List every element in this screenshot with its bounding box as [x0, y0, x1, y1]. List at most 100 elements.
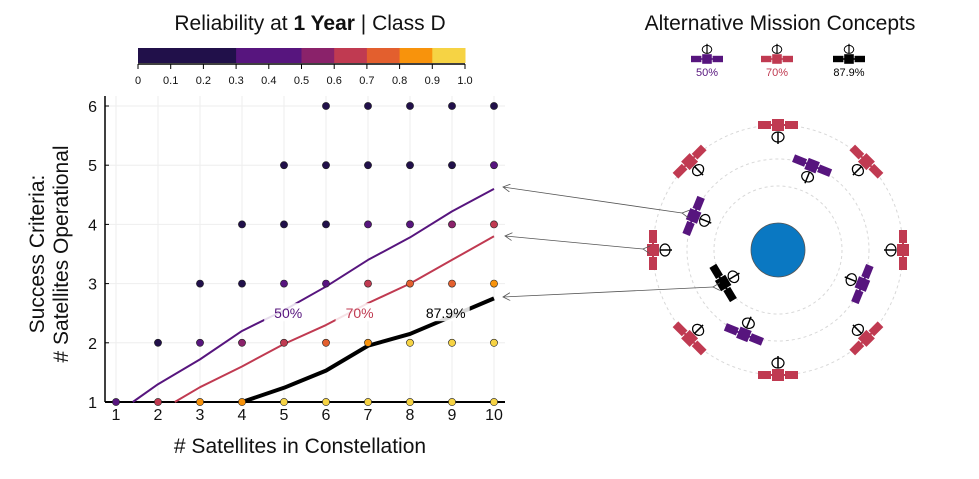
solar-panel-left: [851, 289, 864, 305]
solar-panel-left: [868, 163, 884, 179]
satellite-bus: [844, 54, 854, 64]
contour-label-bg: [264, 303, 313, 322]
satellite: [849, 321, 884, 356]
data-point: [364, 398, 372, 406]
antenna-mast: [745, 316, 752, 329]
satellite-bus: [854, 276, 871, 292]
satellite-bus: [857, 153, 875, 171]
solar-panel-left: [849, 340, 865, 356]
data-point: [448, 398, 456, 406]
x-tick-label: 10: [485, 407, 503, 424]
satellite: [647, 230, 672, 270]
x-tick-label: 2: [154, 407, 163, 424]
data-point: [322, 338, 330, 347]
legend-satellite-icon: [691, 43, 723, 64]
x-axis-label: # Satellites in Constellation: [174, 435, 426, 458]
x-tick-label: 4: [238, 407, 247, 424]
solar-panel-right: [758, 121, 771, 129]
data-point: [280, 161, 288, 170]
satellite-bus: [772, 54, 782, 64]
data-point: [280, 398, 288, 406]
contour-label-bg: [335, 303, 384, 322]
y-tick-label: 3: [88, 277, 97, 294]
x-tick-label: 6: [322, 407, 331, 424]
data-point: [280, 220, 288, 229]
contour-label: 70%: [346, 305, 374, 321]
solar-panel-left: [785, 121, 798, 129]
solar-panel-right: [712, 55, 723, 63]
connector-arrow: [503, 287, 713, 297]
data-point: [406, 398, 414, 406]
satellite-bus: [685, 208, 702, 224]
solar-panel-left: [692, 195, 705, 211]
colorbar-tick-label: 0.3: [228, 75, 243, 87]
data-point: [364, 161, 372, 170]
y-tick-label: 2: [88, 336, 97, 353]
colorbar-tick-label: 0.7: [359, 75, 374, 87]
data-point: [322, 161, 330, 170]
solar-panel-left: [758, 371, 771, 379]
data-point: [448, 279, 456, 288]
satellite-bus: [647, 244, 659, 256]
data-point: [490, 338, 498, 347]
data-point: [490, 279, 498, 288]
contour-line: [132, 187, 495, 403]
solar-panel-right: [748, 333, 764, 346]
contour-label: 50%: [274, 305, 302, 321]
colorbar-band: [432, 48, 466, 63]
legend-label: 50%: [696, 67, 718, 79]
data-point: [490, 102, 498, 110]
solar-panel-right: [782, 55, 793, 63]
data-point: [238, 338, 246, 347]
data-point: [406, 220, 414, 229]
solar-panel-right: [861, 264, 874, 280]
solar-panel-left: [691, 144, 707, 160]
solar-panel-left: [709, 263, 723, 280]
diagram-title: Alternative Mission Concepts: [645, 12, 916, 35]
colorbar-band: [236, 48, 302, 63]
satellite: [672, 321, 707, 356]
satellite: [758, 356, 798, 381]
x-tick-label: 1: [112, 407, 121, 424]
solar-panel-right: [785, 371, 798, 379]
data-point: [280, 279, 288, 288]
y-axis-label: Success Criteria: # Satellites Operationa…: [26, 145, 73, 362]
data-point: [490, 220, 498, 229]
colorbar-tick-label: 0.9: [425, 75, 440, 87]
data-point: [154, 338, 162, 347]
y-tick-label: 5: [88, 158, 97, 175]
data-point: [196, 279, 204, 288]
y-tick-label: 1: [88, 395, 97, 412]
colorbar-tick-label: 0.5: [294, 75, 309, 87]
solar-panel-right: [868, 321, 884, 337]
solar-panel-right: [899, 230, 907, 243]
data-point: [406, 338, 414, 347]
data-point: [448, 161, 456, 170]
solar-panel-right: [649, 257, 657, 270]
solar-panel-left: [817, 164, 833, 177]
solar-panel-left: [691, 55, 702, 63]
solar-panel-left: [761, 55, 772, 63]
satellite-bus: [857, 329, 875, 347]
solar-panel-right: [854, 55, 865, 63]
satellite: [672, 144, 707, 179]
chart-title-bold: 1 Year: [293, 12, 355, 35]
satellite: [792, 154, 833, 184]
satellite: [849, 144, 884, 179]
y-tick-label: 4: [88, 217, 97, 234]
antenna-mast: [728, 272, 740, 281]
x-tick-label: 9: [448, 407, 457, 424]
colorbar-band: [399, 48, 433, 63]
antenna-mast: [844, 276, 857, 283]
chart-title-suffix: | Class D: [355, 12, 446, 35]
legend-label: 70%: [766, 67, 788, 79]
data-point: [322, 220, 330, 229]
antenna-mast: [694, 166, 704, 176]
colorbar-tick-label: 0: [135, 75, 141, 87]
antenna-mast: [699, 217, 712, 224]
data-point: [280, 338, 288, 347]
satellite-bus: [736, 326, 752, 343]
data-point: [364, 102, 372, 110]
solar-panel-left: [833, 55, 844, 63]
